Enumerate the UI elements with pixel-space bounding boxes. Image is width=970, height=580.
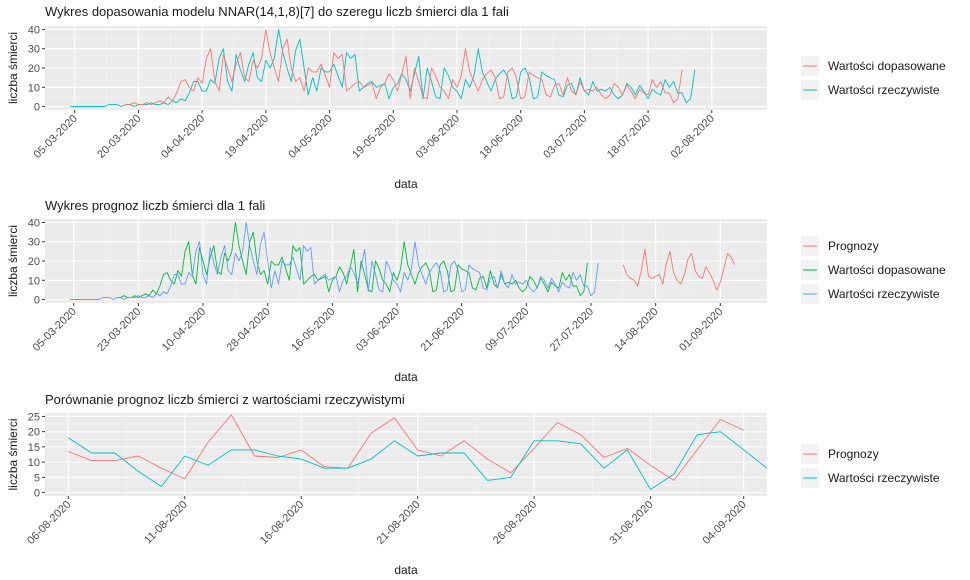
x-tick-label: 28-04-2020 <box>225 306 273 354</box>
x-tick-label: 09-07-2020 <box>483 306 531 354</box>
y-tick-label: 25 <box>28 411 40 423</box>
x-tick-label: 02-08-2020 <box>669 113 717 161</box>
x-tick-label: 19-05-2020 <box>350 113 398 161</box>
legend-label: Wartości rzeczywiste <box>828 471 940 485</box>
legend: Wartości dopasowane Wartości rzeczywiste <box>801 56 946 100</box>
legend-label: Prognozy <box>828 239 879 253</box>
x-tick-label: 10-04-2020 <box>160 306 208 354</box>
y-axis-label: liczba śmierci <box>6 418 20 490</box>
chart-panel-2: Wykres prognoz liczb śmierci dla 1 fali 0… <box>6 198 946 384</box>
series-line-2 <box>116 222 588 299</box>
x-tick-label: 27-07-2020 <box>548 306 596 354</box>
legend-label: Wartości dopasowane <box>828 263 946 277</box>
x-tick-label: 31-08-2020 <box>607 499 655 547</box>
series-line-1 <box>68 414 744 481</box>
series-line-1 <box>125 29 683 106</box>
x-tick-label: 18-06-2020 <box>478 113 526 161</box>
y-tick-label: 10 <box>28 457 40 469</box>
x-tick-label: 04-05-2020 <box>286 113 334 161</box>
series-line-3 <box>70 222 599 300</box>
y-tick-label: 5 <box>34 472 40 484</box>
y-tick-label: 20 <box>28 256 40 268</box>
y-axis-label: liczba śmierci <box>6 225 20 297</box>
x-axis-label: data <box>394 370 418 384</box>
legend: Prognozy Wartości rzeczywiste <box>801 444 940 488</box>
x-tick-label: 26-08-2020 <box>491 499 539 547</box>
chart-panel-1: Wykres dopasowania modelu NNAR(14,1,8)[7… <box>6 4 946 191</box>
y-tick-label: 0 <box>34 295 40 307</box>
legend-label: Prognozy <box>828 447 879 461</box>
series-line-2 <box>68 431 768 490</box>
chart-panel-3: Porównanie prognoz liczb śmierci z warto… <box>6 392 940 577</box>
chart-title: Wykres dopasowania modelu NNAR(14,1,8)[7… <box>45 4 509 19</box>
chart-title: Porównanie prognoz liczb śmierci z warto… <box>45 392 405 407</box>
y-tick-label: 0 <box>34 488 40 500</box>
x-tick-label: 03-06-2020 <box>414 113 462 161</box>
x-tick-label: 16-05-2020 <box>289 306 337 354</box>
x-axis-label: data <box>394 563 418 577</box>
x-tick-label: 01-09-2020 <box>677 306 725 354</box>
y-tick-label: 30 <box>28 237 40 249</box>
y-tick-label: 20 <box>28 427 40 439</box>
x-tick-label: 14-08-2020 <box>612 306 660 354</box>
series-line-actual <box>70 29 696 107</box>
y-tick-label: 40 <box>28 24 40 36</box>
x-axis-label: data <box>394 177 418 191</box>
legend-label: Wartości rzeczywiste <box>828 83 940 97</box>
x-tick-label: 05-03-2020 <box>32 113 80 161</box>
y-tick-label: 15 <box>28 442 40 454</box>
legend: Prognozy Wartości dopasowane Wartości rzec… <box>801 236 946 304</box>
chart-title: Wykres prognoz liczb śmierci dla 1 fali <box>45 198 265 213</box>
y-tick-label: 30 <box>28 44 40 56</box>
x-tick-label: 20-03-2020 <box>95 113 143 161</box>
x-tick-label: 16-08-2020 <box>258 499 306 547</box>
y-tick-label: 20 <box>28 63 40 75</box>
x-tick-label: 19-04-2020 <box>223 113 271 161</box>
x-tick-label: 21-06-2020 <box>419 306 467 354</box>
y-tick-label: 0 <box>34 102 40 114</box>
series-line-1 <box>622 248 736 291</box>
x-tick-label: 06-08-2020 <box>25 499 73 547</box>
x-tick-label: 03-07-2020 <box>541 113 589 161</box>
legend-label: Wartości rzeczywiste <box>828 287 940 301</box>
x-tick-label: 04-09-2020 <box>701 499 749 547</box>
y-tick-label: 10 <box>28 275 40 287</box>
x-tick-label: 03-06-2020 <box>354 306 402 354</box>
y-tick-label: 40 <box>28 217 40 229</box>
x-tick-label: 21-08-2020 <box>374 499 422 547</box>
legend-label: Wartości dopasowane <box>828 59 946 73</box>
y-axis-label: liczba śmierci <box>6 32 20 104</box>
x-tick-label: 05-03-2020 <box>31 306 79 354</box>
x-tick-label: 23-03-2020 <box>95 306 143 354</box>
x-tick-label: 11-08-2020 <box>142 499 190 547</box>
x-tick-label: 18-07-2020 <box>605 113 653 161</box>
x-tick-label: 04-04-2020 <box>159 113 207 161</box>
y-tick-label: 10 <box>28 82 40 94</box>
